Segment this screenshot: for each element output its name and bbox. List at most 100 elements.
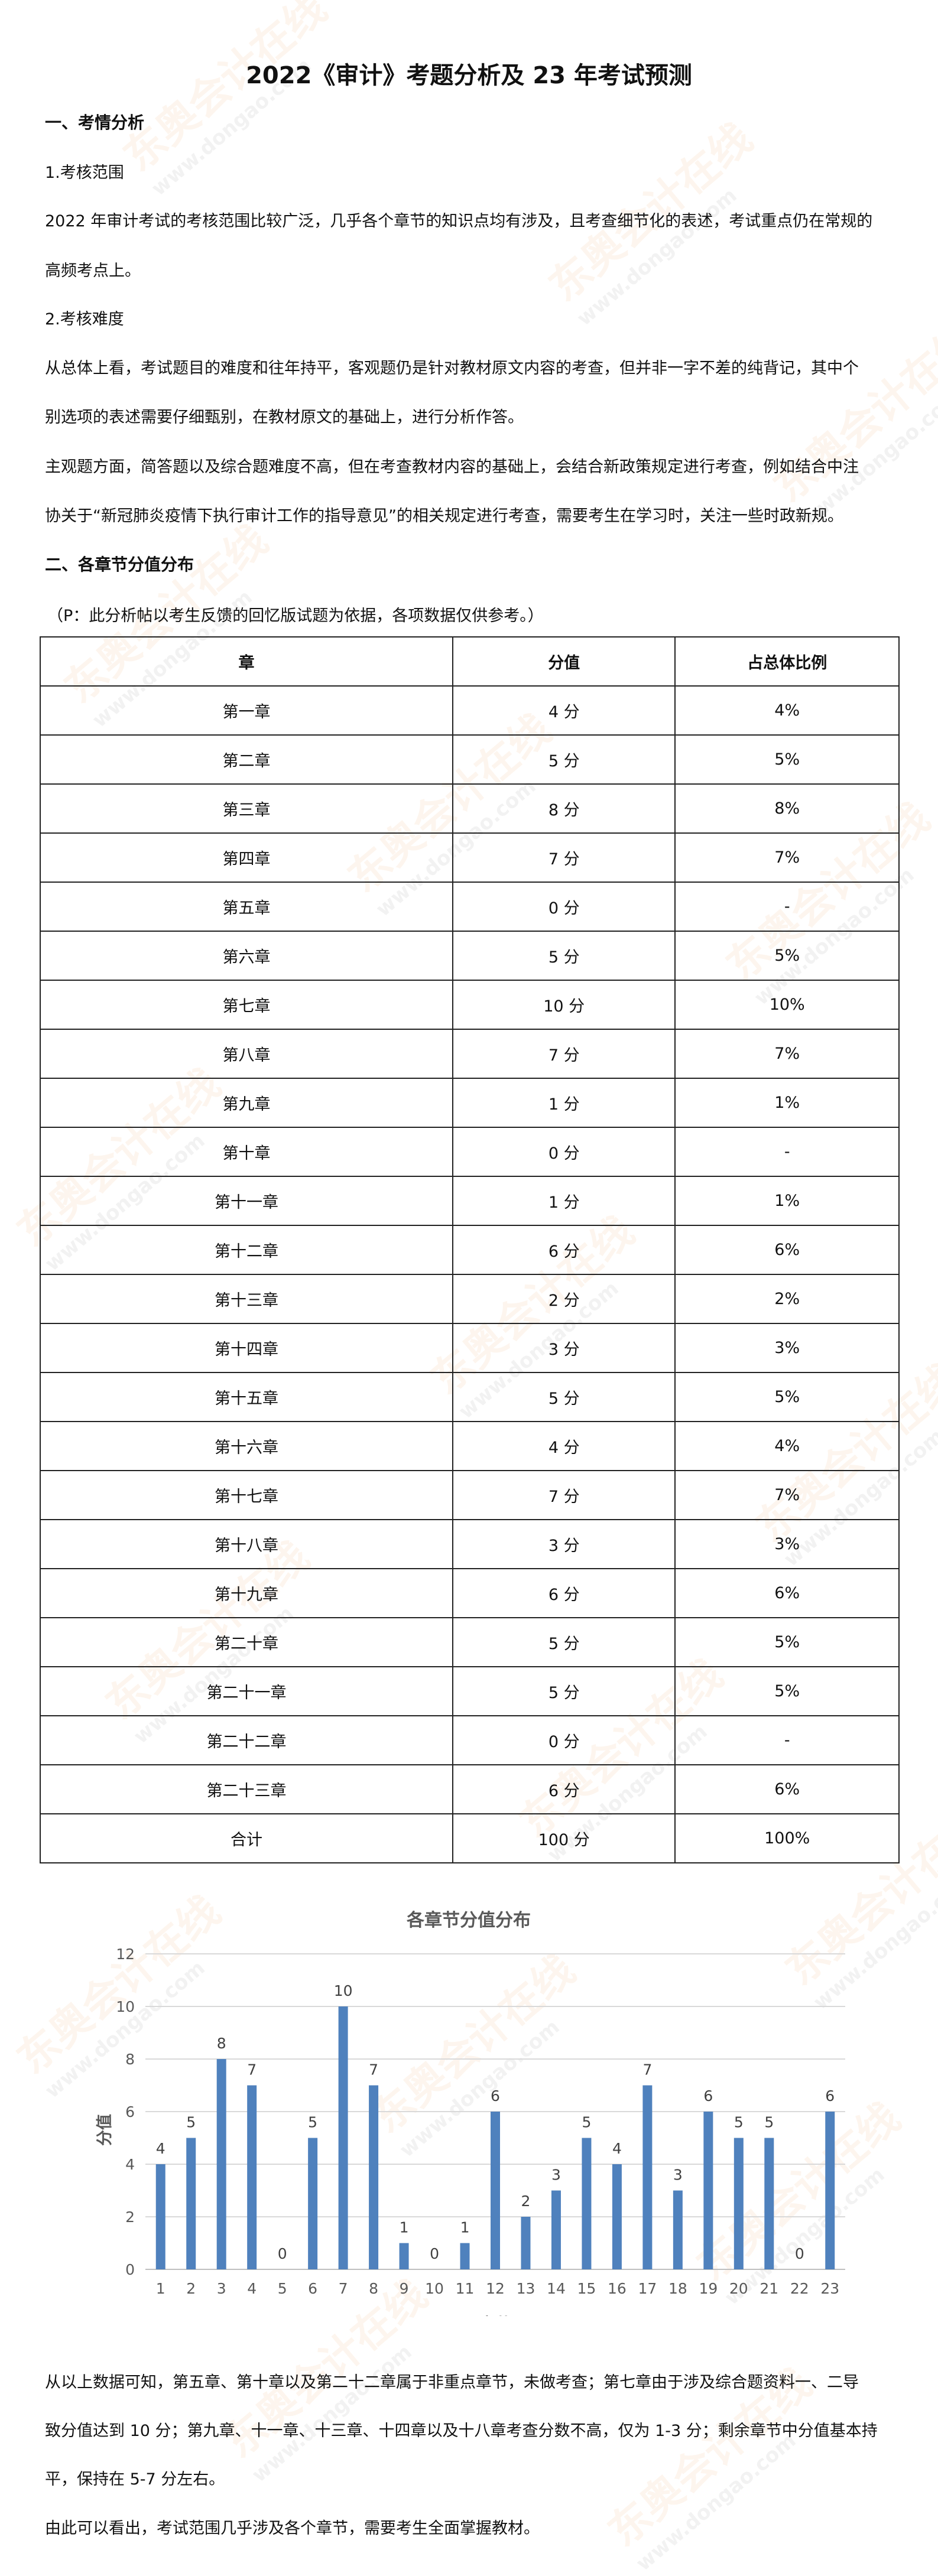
- bar: [460, 2243, 470, 2269]
- section-heading-exam-analysis: 一、考情分析: [45, 113, 145, 132]
- ratio-cell: -: [674, 1715, 900, 1765]
- chapter-cell: 合计: [40, 1813, 453, 1863]
- ratio-cell: 6%: [674, 1225, 900, 1275]
- x-tick-label: 1: [156, 2280, 165, 2297]
- data-label: 6: [703, 2087, 713, 2105]
- ratio-cell: 7%: [674, 832, 900, 883]
- x-tick-label: 2: [186, 2280, 196, 2297]
- ratio-cell: 4%: [674, 685, 900, 736]
- score-cell: 6 分: [452, 1225, 676, 1275]
- table-row: 第十一章 1 分 1%: [40, 1176, 900, 1226]
- x-tick-label: 3: [217, 2280, 226, 2297]
- ratio-cell: 6%: [674, 1568, 900, 1618]
- score-cell: 1 分: [452, 1078, 676, 1128]
- ratio-cell: 6%: [674, 1764, 900, 1814]
- chapter-cell: 第六章: [40, 931, 453, 981]
- x-tick-label: 6: [308, 2280, 317, 2297]
- data-label: 5: [308, 2114, 317, 2131]
- chapter-cell: 第十章: [40, 1127, 453, 1177]
- watermark-url: www.dongao.com: [572, 183, 742, 331]
- bar: [491, 2112, 500, 2269]
- data-label: 7: [642, 2061, 652, 2079]
- data-label: 3: [551, 2167, 561, 2184]
- header-score: 分值: [452, 636, 676, 687]
- watermark: 东奥会计在线 www.dongao.com: [759, 308, 938, 531]
- bar: [247, 2085, 257, 2269]
- chapter-cell: 第十一章: [40, 1176, 453, 1226]
- chapter-cell: 第二十一章: [40, 1666, 453, 1716]
- table-row: 第二十三章 6 分 6%: [40, 1764, 900, 1814]
- bar: [155, 2164, 165, 2269]
- chapter-cell: 第十四章: [40, 1323, 453, 1373]
- score-cell: 5 分: [452, 734, 676, 785]
- table-row: 第十三章 2 分 2%: [40, 1274, 900, 1324]
- bar: [521, 2217, 531, 2269]
- ratio-cell: -: [674, 1127, 900, 1177]
- chapter-cell: 第二章: [40, 734, 453, 785]
- watermark-url: www.dongao.com: [247, 2340, 417, 2487]
- score-cell: 6 分: [452, 1568, 676, 1618]
- score-cell: 2 分: [452, 1274, 676, 1324]
- ratio-cell: 5%: [674, 1666, 900, 1716]
- bar: [703, 2112, 713, 2269]
- table-row: 第十二章 6 分 6%: [40, 1225, 900, 1275]
- score-cell: 3 分: [452, 1519, 676, 1569]
- chapter-cell: 第九章: [40, 1078, 453, 1128]
- chapter-score-bar-chart: 各章节分值分布024681012415283740556107781901011…: [96, 1910, 845, 2316]
- score-cell: 5 分: [452, 1617, 676, 1667]
- y-tick-label: 0: [125, 2261, 135, 2278]
- watermark: 东奥会计在线 www.dongao.com: [109, 0, 352, 200]
- data-label: 2: [521, 2193, 531, 2210]
- chapter-cell: 第十八章: [40, 1519, 453, 1569]
- y-tick-label: 10: [116, 1998, 135, 2015]
- ratio-cell: 3%: [674, 1323, 900, 1373]
- x-tick-label: 21: [760, 2280, 778, 2297]
- ratio-cell: 8%: [674, 783, 900, 834]
- table-header-row: 章 分值 占总体比例: [40, 636, 900, 687]
- ratio-cell: 4%: [674, 1421, 900, 1471]
- chapter-cell: 第十五章: [40, 1372, 453, 1422]
- data-label: 0: [430, 2245, 439, 2262]
- paragraph-line: 高频考点上。: [45, 262, 141, 280]
- data-label: 5: [582, 2114, 591, 2131]
- data-label: 5: [764, 2114, 774, 2131]
- x-tick-label: 22: [790, 2280, 809, 2297]
- data-label: 0: [278, 2245, 287, 2262]
- x-tick-label: 17: [638, 2280, 657, 2297]
- bar: [612, 2164, 622, 2269]
- bar: [733, 2138, 744, 2269]
- score-cell: 4 分: [452, 685, 676, 736]
- data-label: 1: [400, 2219, 409, 2236]
- ratio-cell: 2%: [674, 1274, 900, 1324]
- x-tick-label: 8: [369, 2280, 378, 2297]
- ratio-cell: 1%: [674, 1176, 900, 1226]
- bar: [764, 2138, 774, 2269]
- x-tick-label: 4: [247, 2280, 257, 2297]
- chapter-cell: 第二十三章: [40, 1764, 453, 1814]
- score-cell: 5 分: [452, 1372, 676, 1422]
- table-row: 第十四章 3 分 3%: [40, 1323, 900, 1373]
- y-tick-label: 8: [125, 2051, 135, 2068]
- score-cell: 5 分: [452, 931, 676, 981]
- conclusion-line: 由此可以看出，考试范围几乎涉及各个章节，需要考生全面掌握教材。: [45, 2519, 540, 2538]
- score-cell: 0 分: [452, 1715, 676, 1765]
- data-label: 5: [734, 2114, 744, 2131]
- data-label: 1: [460, 2219, 470, 2236]
- data-label: 4: [612, 2140, 622, 2157]
- table-row: 第十五章 5 分 5%: [40, 1372, 900, 1422]
- bar: [582, 2138, 592, 2269]
- ratio-cell: 10%: [674, 980, 900, 1030]
- x-tick-label: 15: [577, 2280, 596, 2297]
- y-tick-label: 12: [116, 1946, 135, 1963]
- chapter-cell: 第四章: [40, 832, 453, 883]
- ratio-cell: 5%: [674, 1617, 900, 1667]
- bar: [369, 2085, 379, 2269]
- header-chapter: 章: [40, 636, 453, 687]
- table-row: 第七章 10 分 10%: [40, 980, 900, 1030]
- chapter-cell: 第十三章: [40, 1274, 453, 1324]
- ratio-cell: 3%: [674, 1519, 900, 1569]
- bar: [825, 2112, 835, 2269]
- ratio-cell: 5%: [674, 1372, 900, 1422]
- paragraph-line: 主观题方面，简答题以及综合题难度不高，但在考查教材内容的基础上，会结合新政策规定…: [45, 458, 859, 476]
- table-row: 第十七章 7 分 7%: [40, 1470, 900, 1520]
